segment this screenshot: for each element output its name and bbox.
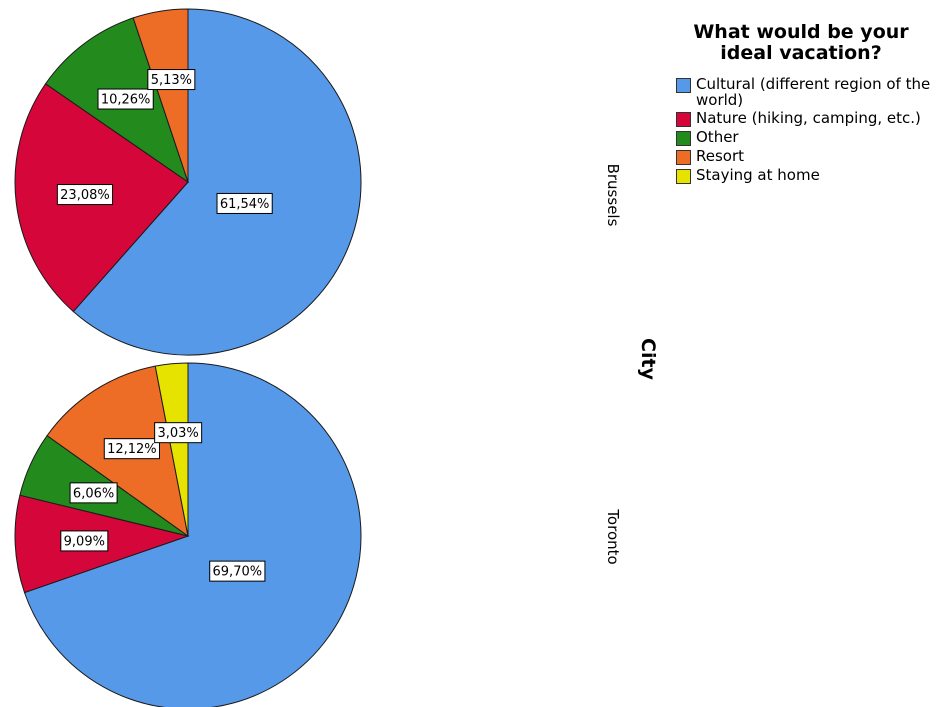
legend-item-resort: Resort (676, 148, 948, 165)
slice-label-brussels-other: 10,26% (97, 88, 154, 110)
legend-swatch-cultural (676, 78, 691, 93)
slice-label-text-brussels-other: 10,26% (101, 93, 151, 108)
slice-label-text-toronto-nature: 9,09% (64, 534, 105, 549)
legend-item-nature: Nature (hiking, camping, etc.) (676, 110, 948, 127)
slice-label-box-brussels-other (97, 88, 154, 110)
panel-label-toronto: Toronto (604, 509, 622, 565)
slice-label-box-toronto-nature (60, 530, 109, 552)
legend-swatch-nature (676, 112, 691, 127)
slice-label-brussels-resort: 5,13% (147, 69, 196, 91)
legend-item-other: Other (676, 129, 948, 146)
slice-label-text-brussels-cultural: 61,54% (220, 197, 270, 212)
legend-item-staying-home: Staying at home (676, 167, 948, 184)
slice-label-toronto-cultural: 69,70% (209, 560, 266, 582)
legend-swatch-other (676, 131, 691, 146)
slice-toronto-cultural (23, 362, 362, 707)
slice-label-text-toronto-other: 6,06% (73, 486, 114, 501)
slice-label-toronto-nature: 9,09% (60, 530, 109, 552)
slice-label-text-toronto-resort: 12,12% (107, 442, 157, 457)
slice-brussels-resort (132, 8, 189, 183)
slice-label-box-brussels-resort (147, 69, 196, 91)
legend: What would be your ideal vacation? Cultu… (676, 22, 948, 186)
legend-title: What would be your ideal vacation? (693, 21, 909, 64)
slice-toronto-staying-home (154, 362, 189, 537)
slice-label-text-brussels-resort: 5,13% (151, 73, 192, 88)
legend-swatch-staying-home (676, 169, 691, 184)
slice-label-box-brussels-nature (56, 184, 114, 206)
legend-item-cultural: Cultural (different region of the world) (676, 76, 948, 108)
slice-label-text-toronto-staying-home: 3,03% (157, 426, 198, 441)
legend-label-nature: Nature (hiking, camping, etc.) (696, 109, 921, 127)
legend-label-resort: Resort (696, 147, 745, 165)
slice-label-box-brussels-cultural (216, 192, 273, 214)
slice-label-box-toronto-other (69, 482, 118, 504)
legend-swatch-resort (676, 150, 691, 165)
slice-label-text-toronto-cultural: 69,70% (213, 565, 263, 580)
slice-label-toronto-staying-home: 3,03% (154, 422, 203, 444)
slice-label-box-toronto-resort (103, 438, 160, 460)
slice-label-brussels-cultural: 61,54% (216, 192, 273, 214)
slice-label-box-toronto-cultural (209, 560, 266, 582)
panel-label-brussels: Brussels (604, 163, 622, 227)
slice-label-text-brussels-nature: 23,08% (60, 188, 110, 203)
slice-label-toronto-resort: 12,12% (103, 438, 160, 460)
legend-label-cultural: Cultural (different region of the world) (696, 75, 931, 109)
slice-brussels-cultural (72, 8, 362, 356)
legend-label-staying-home: Staying at home (696, 166, 820, 184)
legend-label-other: Other (696, 128, 739, 146)
slice-label-toronto-other: 6,06% (69, 482, 118, 504)
slice-label-brussels-nature: 23,08% (56, 184, 114, 206)
slice-label-box-toronto-staying-home (154, 422, 203, 444)
facet-axis-title: City (637, 338, 659, 380)
